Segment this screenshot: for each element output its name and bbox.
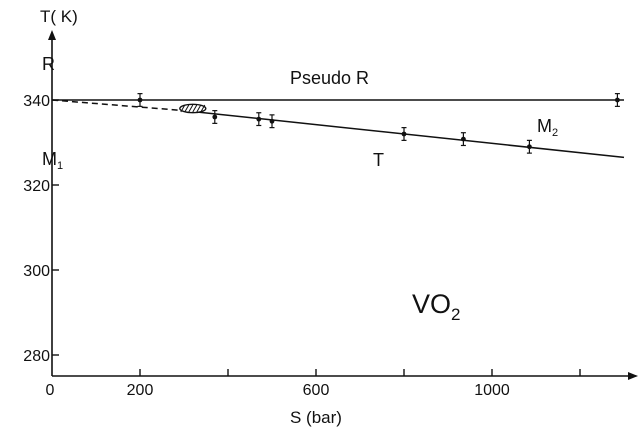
compound-label-main: VO — [412, 289, 451, 319]
data-point-0 — [137, 93, 143, 107]
x-axis-arrow — [628, 372, 638, 380]
axes — [48, 30, 638, 380]
pseudo-r-label: Pseudo R — [290, 68, 369, 88]
phase-label-t: T — [373, 150, 384, 170]
phase-label-m1: M1 — [42, 149, 63, 172]
x-tick-label-200: 200 — [127, 382, 154, 399]
labels: T( K) S (bar) R Pseudo R M1 M2 T VO2 — [40, 7, 558, 427]
data-point-7 — [614, 93, 620, 107]
y-axis-arrow — [48, 30, 56, 40]
x-tick-label-1000: 1000 — [474, 382, 510, 399]
y-tick-label-320: 320 — [23, 178, 50, 195]
series-line-1 — [51, 99, 185, 112]
ticks: 0 200 600 1000 280 300 320 340 — [23, 93, 581, 399]
phase-label-m2-main: M — [537, 116, 552, 136]
phase-label-r: R — [42, 54, 55, 74]
x-axis-label: S (bar) — [290, 408, 342, 427]
y-tick-label-340: 340 — [23, 93, 50, 110]
data-point-6 — [526, 139, 532, 154]
x-tick-label-600: 600 — [303, 382, 330, 399]
data-point-4 — [401, 127, 407, 141]
phase-label-m2: M2 — [537, 116, 558, 139]
data-point-5 — [460, 132, 466, 147]
x-tick-label-0: 0 — [46, 382, 55, 399]
compound-label: VO2 — [412, 289, 460, 324]
data-point-3 — [269, 114, 275, 129]
y-axis-label: T( K) — [40, 7, 78, 26]
y-tick-label-280: 280 — [23, 348, 50, 365]
phase-label-m1-sub: 1 — [57, 160, 63, 172]
data-points — [137, 93, 620, 154]
data-point-2 — [256, 112, 262, 127]
phase-label-m2-sub: 2 — [552, 127, 558, 139]
y-tick-label-300: 300 — [23, 263, 50, 280]
phase-label-m1-main: M — [42, 149, 57, 169]
compound-label-sub: 2 — [451, 305, 460, 324]
hatched-marker — [179, 103, 207, 114]
data-point-1 — [212, 110, 218, 124]
